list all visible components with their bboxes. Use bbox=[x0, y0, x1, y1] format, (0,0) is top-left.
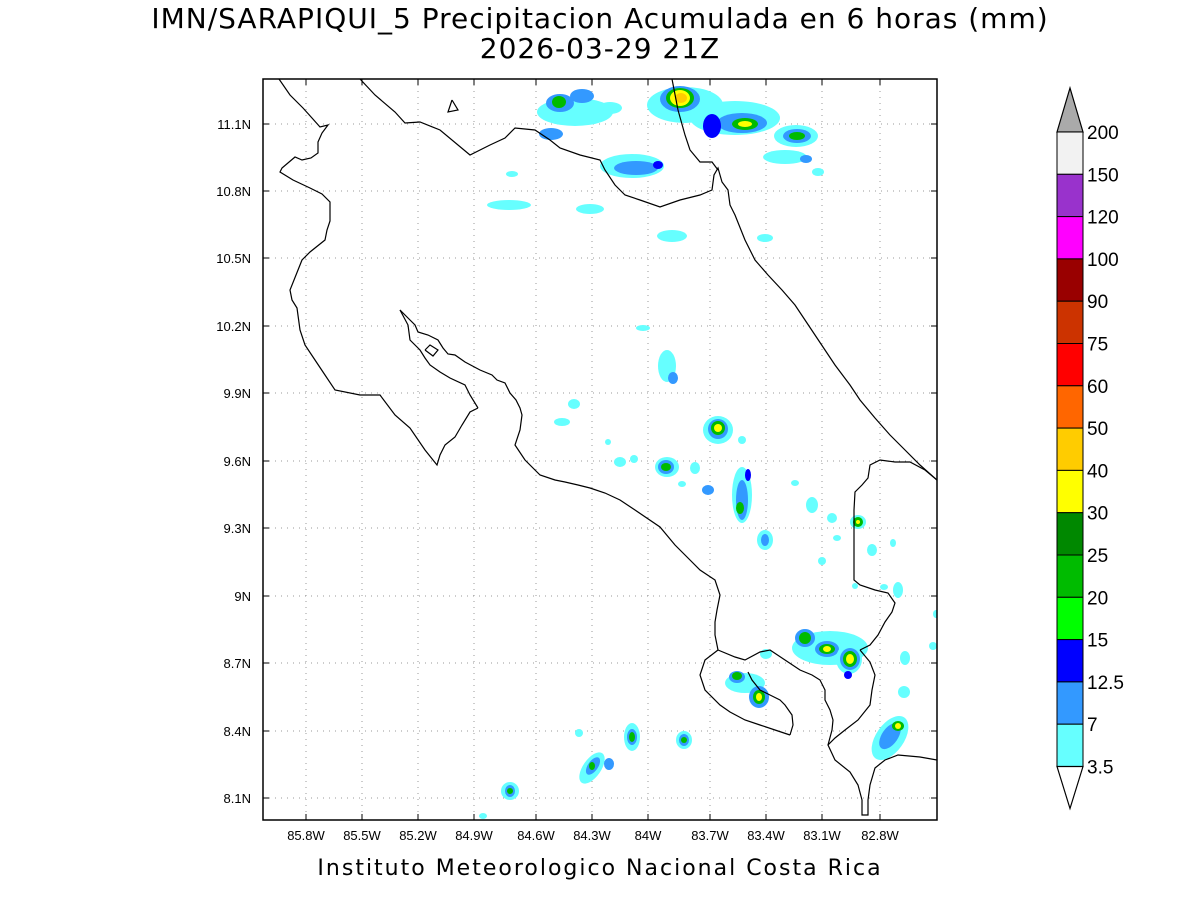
colorbar-level-label: 15 bbox=[1087, 631, 1108, 652]
lat-lon-grid bbox=[263, 79, 937, 820]
colorbar-level-label: 200 bbox=[1087, 123, 1119, 144]
colorbar-over-arrow bbox=[1056, 85, 1084, 133]
lon-tick-label: 83.7W bbox=[691, 828, 729, 843]
colorbar-level-label: 150 bbox=[1087, 165, 1119, 186]
colorbar-swatch bbox=[1056, 639, 1084, 683]
lat-tick-label: 8.1N bbox=[224, 791, 251, 806]
lat-tick-label: 8.4N bbox=[224, 724, 251, 739]
precipitation-cells bbox=[479, 86, 937, 819]
lat-tick-label: 8.7N bbox=[224, 656, 251, 671]
lon-tick-label: 85.2W bbox=[399, 828, 437, 843]
colorbar-swatch bbox=[1056, 723, 1084, 768]
lon-tick-label: 82.8W bbox=[861, 828, 899, 843]
lon-tick-label: 84.6W bbox=[517, 828, 555, 843]
colorbar-level-label: 100 bbox=[1087, 250, 1119, 271]
lon-tick-label: 84.9W bbox=[455, 828, 493, 843]
lat-tick-label: 9.6N bbox=[224, 454, 251, 469]
colorbar-swatch bbox=[1056, 131, 1084, 175]
footer-credit: Instituto Meteorologico Nacional Costa R… bbox=[317, 856, 883, 881]
colorbar-swatch bbox=[1056, 258, 1084, 302]
colorbar-swatch bbox=[1056, 216, 1084, 260]
colorbar-level-label: 50 bbox=[1087, 419, 1108, 440]
colorbar-level-label: 12.5 bbox=[1087, 673, 1124, 694]
colorbar-swatch bbox=[1056, 385, 1084, 429]
colorbar-swatch bbox=[1056, 681, 1084, 725]
latitude-labels: 11.1N 10.8N 10.5N 10.2N 9.9N 9.6N 9.3N 9N 8.7N 8.… bbox=[216, 117, 251, 806]
colorbar-level-label: 20 bbox=[1087, 588, 1108, 609]
colorbar-swatch bbox=[1056, 343, 1084, 387]
colorbar-level-label: 30 bbox=[1087, 504, 1108, 525]
lon-tick-label: 85.5W bbox=[343, 828, 381, 843]
lon-tick-label: 85.8W bbox=[287, 828, 325, 843]
lat-tick-label: 10.8N bbox=[216, 184, 251, 199]
colorbar-swatch bbox=[1056, 469, 1084, 514]
colorbar-level-label: 120 bbox=[1087, 208, 1119, 229]
colorbar-swatch bbox=[1056, 554, 1084, 598]
colorbar-level-label: 75 bbox=[1087, 335, 1108, 356]
axis-ticks bbox=[263, 79, 937, 820]
map-title: IMN/SARAPIQUI_5 Precipitacion Acumulada … bbox=[151, 2, 1049, 35]
colorbar-level-label: 60 bbox=[1087, 377, 1108, 398]
plot-frame bbox=[262, 78, 938, 821]
lat-tick-label: 10.2N bbox=[216, 319, 251, 334]
lon-tick-label: 83.4W bbox=[747, 828, 785, 843]
lat-tick-label: 11.1N bbox=[217, 117, 251, 132]
lat-tick-label: 10.5N bbox=[216, 251, 251, 266]
lon-tick-label: 83.1W bbox=[803, 828, 841, 843]
colorbar-swatch bbox=[1056, 512, 1084, 556]
colorbar-legend: 200 150 120 100 90 75 60 50 40 30 25 20 15 12.5 7 3.5 bbox=[1056, 85, 1124, 811]
colorbar-swatch bbox=[1056, 596, 1084, 641]
colorbar-level-label: 40 bbox=[1087, 461, 1108, 482]
colorbar-level-label: 3.5 bbox=[1087, 758, 1113, 779]
lat-tick-label: 9.9N bbox=[224, 386, 251, 401]
lon-tick-label: 84W bbox=[635, 828, 662, 843]
colorbar-swatch bbox=[1056, 300, 1084, 345]
longitude-labels: 85.8W 85.5W 85.2W 84.9W 84.6W 84.3W 84W 83.7W 83… bbox=[287, 828, 899, 843]
colorbar-level-label: 7 bbox=[1087, 715, 1098, 736]
coastlines-borders bbox=[278, 79, 937, 816]
lat-tick-label: 9.3N bbox=[224, 521, 251, 536]
colorbar-under-arrow bbox=[1056, 765, 1084, 811]
map-datetime: 2026-03-29 21Z bbox=[479, 32, 721, 65]
colorbar-swatch bbox=[1056, 173, 1084, 218]
lon-tick-label: 84.3W bbox=[573, 828, 611, 843]
colorbar-level-label: 90 bbox=[1087, 292, 1108, 313]
colorbar-level-label: 25 bbox=[1087, 546, 1108, 567]
colorbar-swatch bbox=[1056, 427, 1084, 471]
lat-tick-label: 9N bbox=[234, 589, 251, 604]
